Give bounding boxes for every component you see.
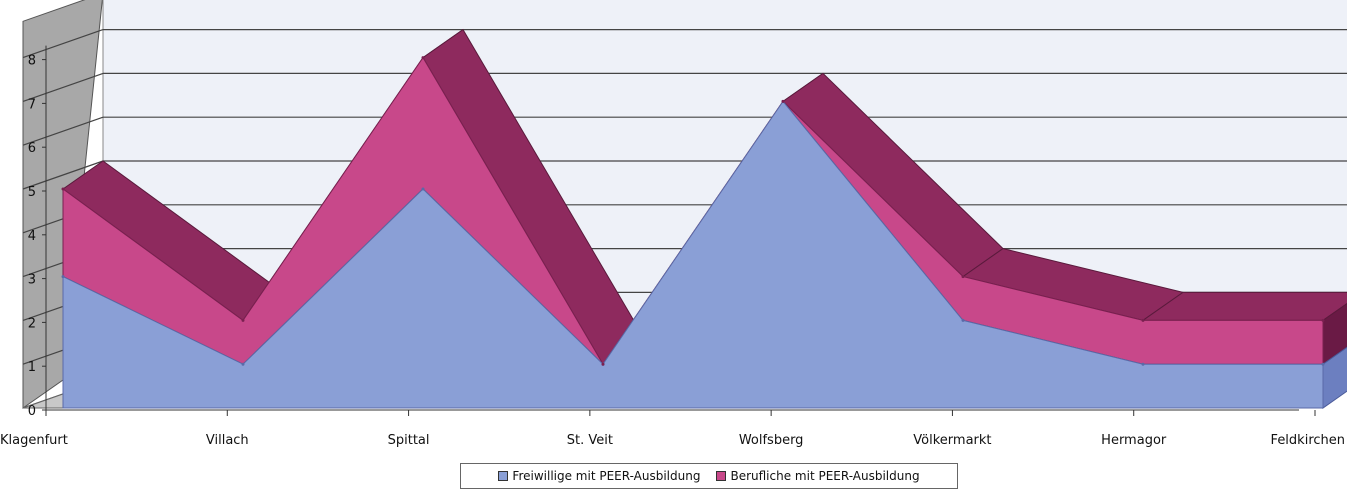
y-tick-label-2: 2 xyxy=(28,316,36,331)
legend-swatch-freiwillige xyxy=(498,471,509,481)
legend-item-berufliche: Berufliche mit PEER-Ausbildung xyxy=(716,469,920,483)
x-tick-label-Klagenfurt: Klagenfurt xyxy=(0,433,68,448)
point-freiwillige-1 xyxy=(241,362,245,366)
y-tick-label-0: 0 xyxy=(28,404,36,419)
side-gridline-8 xyxy=(22,29,104,59)
y-tick-label-4: 4 xyxy=(28,229,36,244)
legend-swatch-berufliche xyxy=(716,471,727,481)
legend-label-berufliche: Berufliche mit PEER-Ausbildung xyxy=(730,469,920,483)
side-gridline-7 xyxy=(22,72,104,102)
point-berufliche-3 xyxy=(601,362,605,366)
legend-label-freiwillige: Freiwillige mit PEER-Ausbildung xyxy=(512,469,701,483)
point-berufliche-6 xyxy=(1141,318,1145,322)
legend-item-freiwillige: Freiwillige mit PEER-Ausbildung xyxy=(498,469,700,483)
x-tick-label-Wolfsberg: Wolfsberg xyxy=(739,433,804,448)
x-tick-label-Feldkirchen: Feldkirchen xyxy=(1271,433,1345,448)
side-gridline-6 xyxy=(22,116,104,146)
point-freiwillige-6 xyxy=(1141,362,1145,366)
point-berufliche-0 xyxy=(61,187,65,191)
y-tick-label-1: 1 xyxy=(28,360,36,375)
x-tick-label-Hermagor: Hermagor xyxy=(1101,433,1167,448)
x-tick-label-Spittal: Spittal xyxy=(388,433,430,448)
y-tick-label-3: 3 xyxy=(28,273,36,288)
y-tick-label-8: 8 xyxy=(28,54,36,69)
point-berufliche-7 xyxy=(1321,318,1325,322)
point-berufliche-1 xyxy=(241,318,245,322)
point-freiwillige-0 xyxy=(61,275,65,279)
point-berufliche-5 xyxy=(961,275,965,279)
x-tick-label-Völkermarkt: Völkermarkt xyxy=(913,433,991,448)
point-freiwillige-5 xyxy=(961,318,965,322)
x-tick-label-Villach: Villach xyxy=(206,433,249,448)
point-freiwillige-7 xyxy=(1321,362,1325,366)
point-berufliche-2 xyxy=(421,56,425,60)
point-berufliche-4 xyxy=(781,99,785,103)
y-tick-label-6: 6 xyxy=(28,141,36,156)
side-gridline-5 xyxy=(22,160,104,190)
point-freiwillige-2 xyxy=(421,187,425,191)
legend: Freiwillige mit PEER-Ausbildung Beruflic… xyxy=(460,463,958,489)
x-tick-label-St. Veit: St. Veit xyxy=(567,433,613,448)
y-tick-label-5: 5 xyxy=(28,185,36,200)
y-tick-label-7: 7 xyxy=(28,97,36,112)
